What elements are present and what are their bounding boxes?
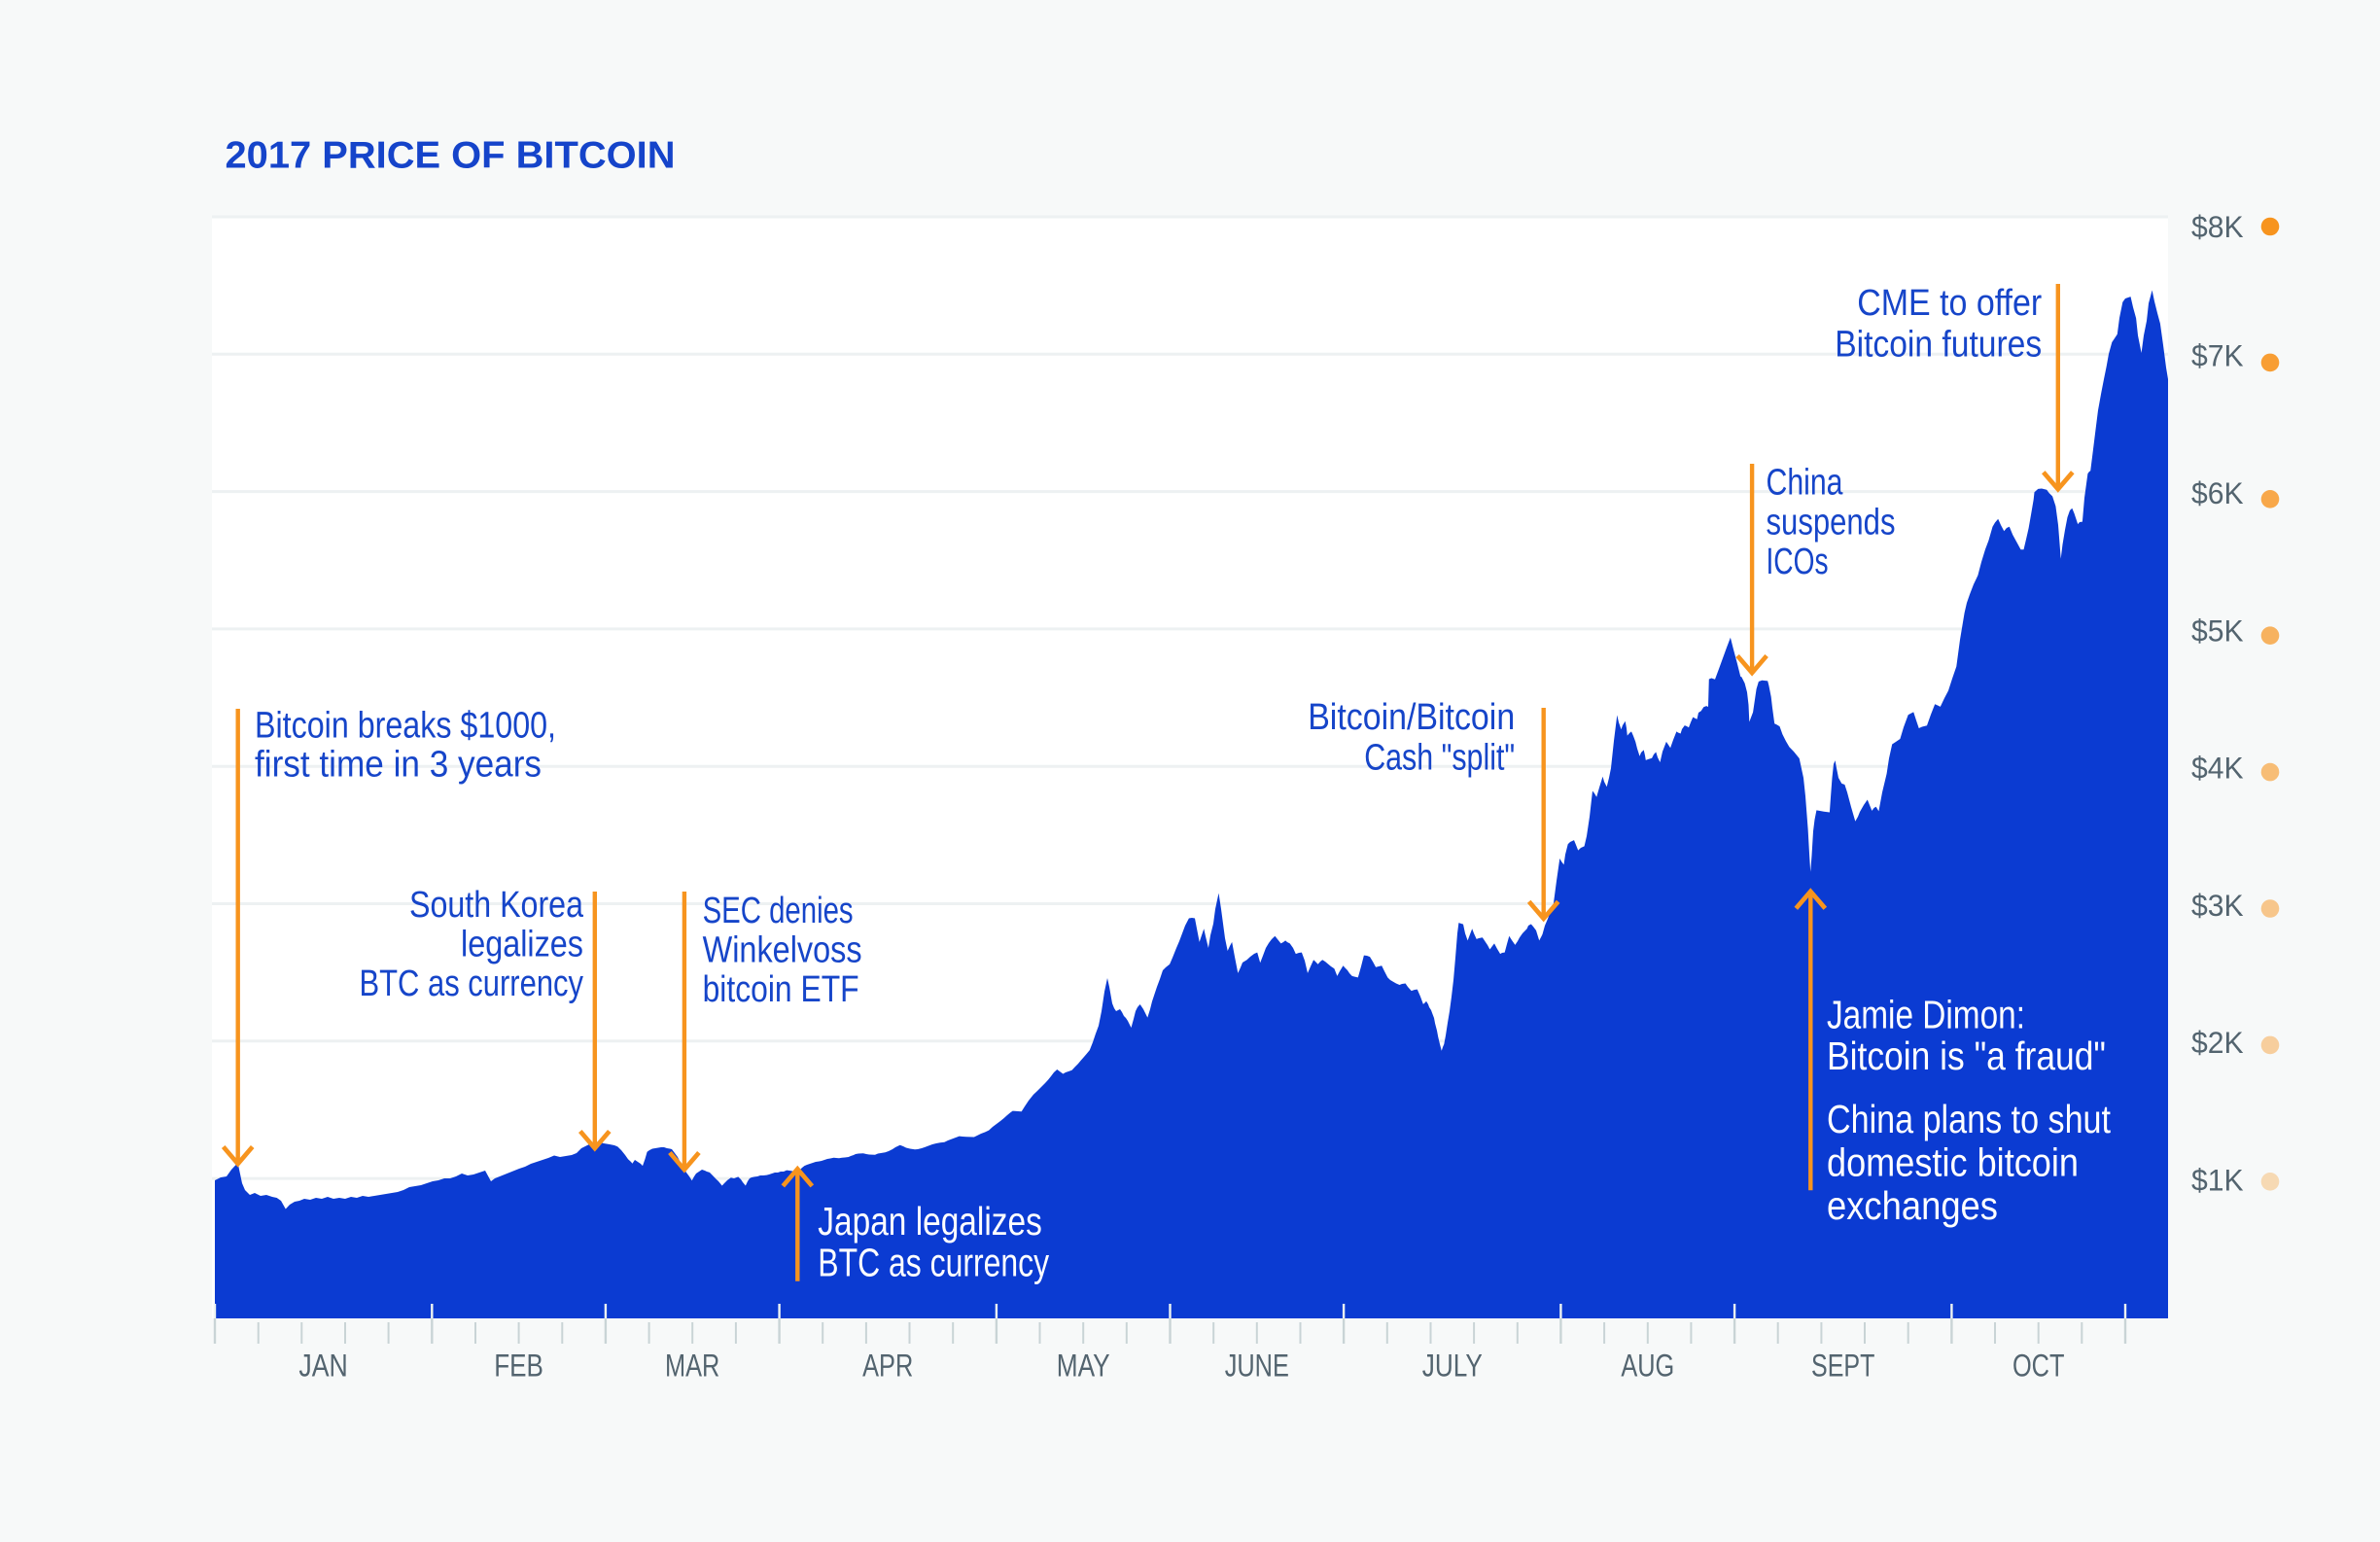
svg-text:bitcoin ETF: bitcoin ETF xyxy=(703,969,859,1010)
svg-text:ICOs: ICOs xyxy=(1767,542,1829,582)
svg-text:APR: APR xyxy=(862,1348,913,1383)
svg-text:$2K: $2K xyxy=(2191,1026,2244,1060)
svg-text:$7K: $7K xyxy=(2191,339,2244,373)
svg-text:2017 PRICE OF BITCOIN: 2017 PRICE OF BITCOIN xyxy=(226,135,676,177)
svg-text:MAR: MAR xyxy=(665,1348,719,1383)
svg-text:China plans to shut: China plans to shut xyxy=(1827,1097,2111,1141)
svg-text:MAY: MAY xyxy=(1057,1348,1110,1383)
svg-text:$1K: $1K xyxy=(2191,1164,2244,1198)
svg-text:suspends: suspends xyxy=(1767,502,1896,543)
svg-text:first time in 3 years: first time in 3 years xyxy=(255,744,542,785)
svg-text:CME to offer: CME to offer xyxy=(1857,283,2042,324)
svg-text:$5K: $5K xyxy=(2191,613,2244,648)
svg-text:Japan legalizes: Japan legalizes xyxy=(818,1199,1042,1244)
svg-text:SEC denies: SEC denies xyxy=(703,891,854,931)
svg-text:JULY: JULY xyxy=(1422,1348,1483,1383)
svg-text:Bitcoin/Bitcoin: Bitcoin/Bitcoin xyxy=(1308,697,1515,738)
svg-text:$3K: $3K xyxy=(2191,889,2244,923)
svg-text:Jamie Dimon:: Jamie Dimon: xyxy=(1827,993,2025,1037)
svg-text:Cash "split": Cash "split" xyxy=(1364,738,1515,779)
svg-text:Bitcoin futures: Bitcoin futures xyxy=(1835,325,2042,366)
svg-text:$4K: $4K xyxy=(2191,752,2244,786)
svg-text:legalizes: legalizes xyxy=(461,925,583,965)
svg-text:BTC as currency: BTC as currency xyxy=(818,1241,1049,1285)
svg-text:Winkelvoss: Winkelvoss xyxy=(703,930,862,971)
svg-text:$8K: $8K xyxy=(2191,210,2244,244)
svg-text:exchanges: exchanges xyxy=(1827,1183,1998,1228)
svg-text:OCT: OCT xyxy=(2012,1348,2065,1383)
svg-text:FEB: FEB xyxy=(494,1348,543,1383)
svg-text:SEPT: SEPT xyxy=(1811,1348,1874,1383)
svg-text:Bitcoin breaks $1000,: Bitcoin breaks $1000, xyxy=(255,705,556,746)
svg-text:$6K: $6K xyxy=(2191,476,2244,510)
svg-text:South Korea: South Korea xyxy=(409,885,584,926)
svg-text:China: China xyxy=(1767,463,1844,504)
svg-text:Bitcoin is "a fraud": Bitcoin is "a fraud" xyxy=(1827,1034,2106,1078)
svg-text:AUG: AUG xyxy=(1621,1348,1674,1383)
svg-text:domestic bitcoin: domestic bitcoin xyxy=(1827,1140,2079,1185)
svg-text:BTC as currency: BTC as currency xyxy=(360,964,584,1004)
svg-text:JAN: JAN xyxy=(298,1348,347,1383)
svg-text:JUNE: JUNE xyxy=(1225,1348,1289,1383)
